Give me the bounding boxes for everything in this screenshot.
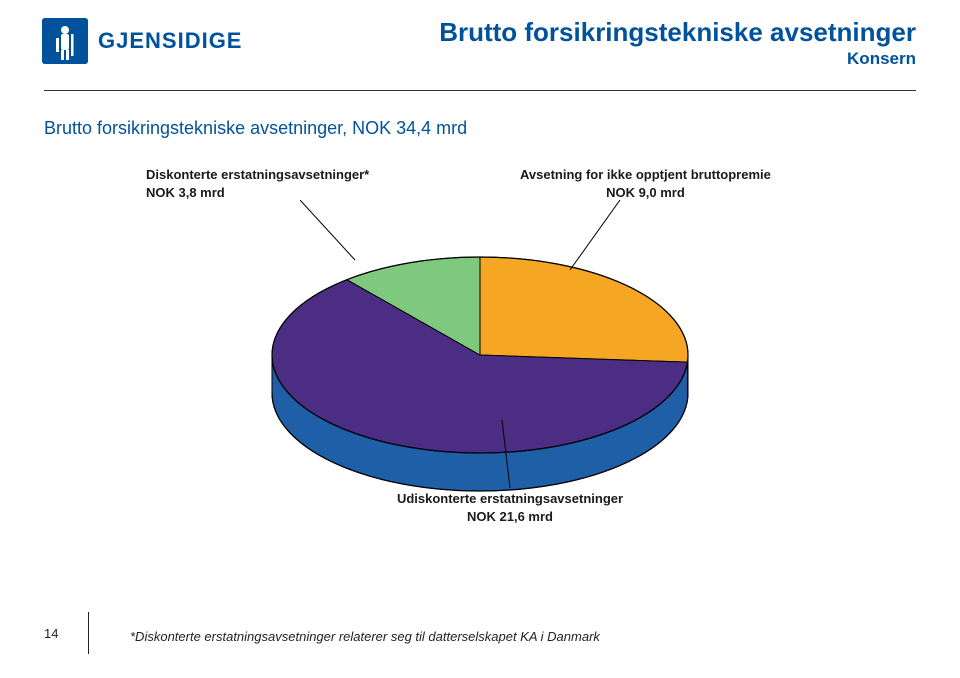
- callout-udiskonterte: Udiskonterte erstatningsavsetninger NOK …: [380, 490, 640, 525]
- callout-diskonterte-l2: NOK 3,8 mrd: [146, 184, 369, 202]
- brand-mark-icon: [42, 18, 88, 64]
- callout-diskonterte: Diskonterte erstatningsavsetninger* NOK …: [146, 166, 369, 201]
- callout-avsetning-l1: Avsetning for ikke opptjent bruttopremie: [520, 166, 771, 184]
- brand-logo: GJENSIDIGE: [42, 18, 242, 64]
- callout-avsetning-l2: NOK 9,0 mrd: [520, 184, 771, 202]
- slide-root: GJENSIDIGE Brutto forsikringstekniske av…: [0, 0, 960, 678]
- callout-udiskonterte-l1: Udiskonterte erstatningsavsetninger: [380, 490, 640, 508]
- slide-title-block: Brutto forsikringstekniske avsetninger K…: [439, 18, 916, 69]
- callout-udiskonterte-l2: NOK 21,6 mrd: [380, 508, 640, 526]
- slide-subtitle: Konsern: [439, 49, 916, 69]
- callout-diskonterte-l1: Diskonterte erstatningsavsetninger*: [146, 166, 369, 184]
- header-rule: [44, 90, 916, 91]
- page-number-block: 14: [44, 612, 89, 654]
- page-number-divider: [88, 612, 89, 654]
- brand-wordmark: GJENSIDIGE: [98, 28, 242, 54]
- slide-title: Brutto forsikringstekniske avsetninger: [439, 18, 916, 47]
- footnote: *Diskonterte erstatningsavsetninger rela…: [130, 629, 600, 644]
- pie-svg: [220, 225, 740, 525]
- pie-holder: [220, 225, 740, 525]
- intro-text: Brutto forsikringstekniske avsetninger, …: [44, 118, 467, 139]
- callout-avsetning: Avsetning for ikke opptjent bruttopremie…: [520, 166, 771, 201]
- slide-header: GJENSIDIGE Brutto forsikringstekniske av…: [0, 18, 960, 88]
- pie-chart: Diskonterte erstatningsavsetninger* NOK …: [0, 170, 960, 530]
- page-number: 14: [44, 626, 58, 641]
